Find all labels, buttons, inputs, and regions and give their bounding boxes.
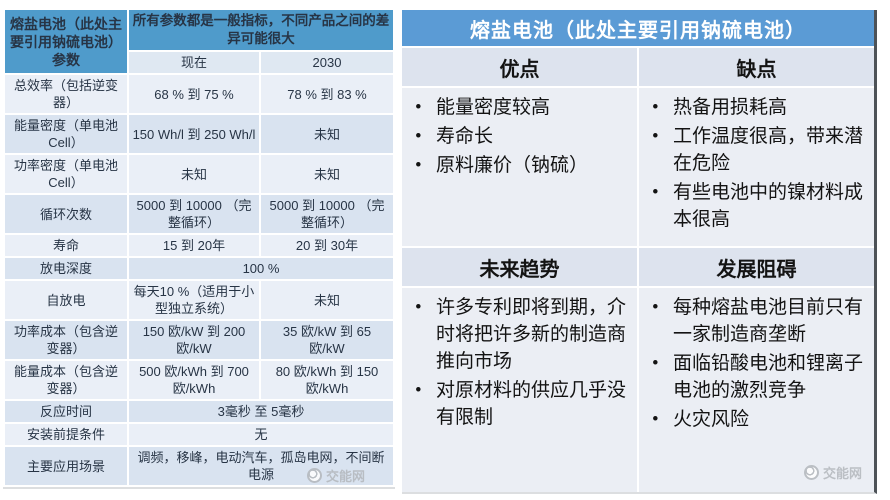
now-value-cell: 5000 到 10000 （完整循环） (129, 195, 259, 233)
param-label-cell: 反应时间 (5, 401, 127, 422)
table-row: 能量密度（单电池Cell） 150 Wh/l 到 250 Wh/l 未知 (5, 115, 393, 153)
table-row: 能量成本（包含逆变器） 500 欧/kWh 到 700 欧/kWh 80 欧/kWh… (5, 361, 393, 399)
merged-value-cell: 调频，移峰，电动汽车，孤岛电网，不间断电源 (129, 447, 393, 485)
y2030-value-cell: 80 欧/kWh 到 150 欧/kWh (261, 361, 393, 399)
now-value-cell: 未知 (129, 155, 259, 193)
summary-panel: 熔盐电池（此处主要引用钠硫电池） 优点 缺点 能量密度较高寿命长原料廉价（钠硫）… (402, 10, 877, 494)
column-header-row: 现在 2030 (5, 52, 393, 73)
table-row: 放电深度 100 % (5, 258, 393, 279)
table-note-cell: 所有参数都是一般指标，不同产品之间的差异可能很大 (129, 10, 393, 50)
bullet-item: 对原材料的供应几乎没有限制 (406, 377, 631, 431)
y2030-value-cell: 未知 (261, 115, 393, 153)
bullet-item: 面临铅酸电池和锂离子电池的激烈竞争 (643, 350, 868, 404)
param-label-cell: 总效率（包括逆变器） (5, 75, 127, 113)
heading-advantages: 优点 (402, 48, 637, 86)
heading-obstacles: 发展阻碍 (639, 248, 874, 286)
param-label-cell: 寿命 (5, 235, 127, 256)
merged-value-cell: 3毫秒 至 5毫秒 (129, 401, 393, 422)
table-row: 循环次数 5000 到 10000 （完整循环） 5000 到 10000 （完整循… (5, 195, 393, 233)
table-header-row: 熔盐电池（此处主要引用钠硫电池）参数 所有参数都是一般指标，不同产品之间的差异可… (5, 10, 393, 73)
table-row: 功率成本（包含逆变器） 150 欧/kW 到 200 欧/kW 35 欧/kW 到 … (5, 321, 393, 359)
param-label-cell: 功率成本（包含逆变器） (5, 321, 127, 359)
table-row: 自放电 每天10 %（适用于小型独立系统） 未知 (5, 281, 393, 319)
param-label-cell: 循环次数 (5, 195, 127, 233)
y2030-value-cell: 35 欧/kW 到 65 欧/kW (261, 321, 393, 359)
y2030-value-cell: 20 到 30年 (261, 235, 393, 256)
y2030-value-cell: 未知 (261, 281, 393, 319)
merged-value-cell: 100 % (129, 258, 393, 279)
heading-future-trends: 未来趋势 (402, 248, 637, 286)
heading-disadvantages: 缺点 (639, 48, 874, 86)
parameters-table: 熔盐电池（此处主要引用钠硫电池）参数 所有参数都是一般指标，不同产品之间的差异可… (3, 8, 395, 489)
table-row: 总效率（包括逆变器） 68 % 到 75 % 78 % 到 83 % (5, 75, 393, 113)
bullet-item: 工作温度很高，带来潜在危险 (643, 123, 868, 177)
param-label-cell: 功率密度（单电池Cell） (5, 155, 127, 193)
future-trends-list: 许多专利即将到期，介时将把许多新的制造商推向市场对原材料的供应几乎没有限制 (402, 288, 637, 492)
table-row: 功率密度（单电池Cell） 未知 未知 (5, 155, 393, 193)
column-header-now: 现在 (129, 52, 259, 73)
bullet-item: 热备用损耗高 (643, 94, 868, 121)
bullet-item: 寿命长 (406, 123, 631, 150)
table-row: 主要应用场景 调频，移峰，电动汽车，孤岛电网，不间断电源 (5, 447, 393, 485)
disadvantages-list: 热备用损耗高工作温度很高，带来潜在危险有些电池中的镍材料成本很高 (639, 88, 874, 246)
table-title-cell: 熔盐电池（此处主要引用钠硫电池）参数 (5, 10, 127, 73)
table-row: 寿命 15 到 20年 20 到 30年 (5, 235, 393, 256)
now-value-cell: 68 % 到 75 % (129, 75, 259, 113)
advantages-list: 能量密度较高寿命长原料廉价（钠硫） (402, 88, 637, 246)
now-value-cell: 每天10 %（适用于小型独立系统） (129, 281, 259, 319)
now-value-cell: 500 欧/kWh 到 700 欧/kWh (129, 361, 259, 399)
y2030-value-cell: 5000 到 10000 （完整循环） (261, 195, 393, 233)
param-label-cell: 能量密度（单电池Cell） (5, 115, 127, 153)
param-label-cell: 安装前提条件 (5, 424, 127, 445)
obstacles-list: 每种熔盐电池目前只有一家制造商垄断面临铅酸电池和锂离子电池的激烈竞争火灾风险 (639, 288, 874, 492)
param-label-cell: 放电深度 (5, 258, 127, 279)
bullet-item: 有些电池中的镍材料成本很高 (643, 179, 868, 233)
y2030-value-cell: 78 % 到 83 % (261, 75, 393, 113)
bullet-item: 火灾风险 (643, 406, 868, 433)
now-value-cell: 150 Wh/l 到 250 Wh/l (129, 115, 259, 153)
table-row: 安装前提条件无 (5, 424, 393, 445)
param-label-cell: 主要应用场景 (5, 447, 127, 485)
merged-value-cell: 无 (129, 424, 393, 445)
column-header-2030: 2030 (261, 52, 393, 73)
y2030-value-cell: 未知 (261, 155, 393, 193)
bullet-item: 原料廉价（钠硫） (406, 152, 631, 179)
now-value-cell: 15 到 20年 (129, 235, 259, 256)
param-label-cell: 能量成本（包含逆变器） (5, 361, 127, 399)
bullet-item: 每种熔盐电池目前只有一家制造商垄断 (643, 294, 868, 348)
bullet-item: 能量密度较高 (406, 94, 631, 121)
param-label-cell: 自放电 (5, 281, 127, 319)
panel-title: 熔盐电池（此处主要引用钠硫电池） (402, 10, 874, 46)
now-value-cell: 150 欧/kW 到 200 欧/kW (129, 321, 259, 359)
parameters-table-body: 总效率（包括逆变器） 68 % 到 75 % 78 % 到 83 % 能量密度（单电池… (5, 75, 393, 485)
table-row: 反应时间 3毫秒 至 5毫秒 (5, 401, 393, 422)
bullet-item: 许多专利即将到期，介时将把许多新的制造商推向市场 (406, 294, 631, 375)
